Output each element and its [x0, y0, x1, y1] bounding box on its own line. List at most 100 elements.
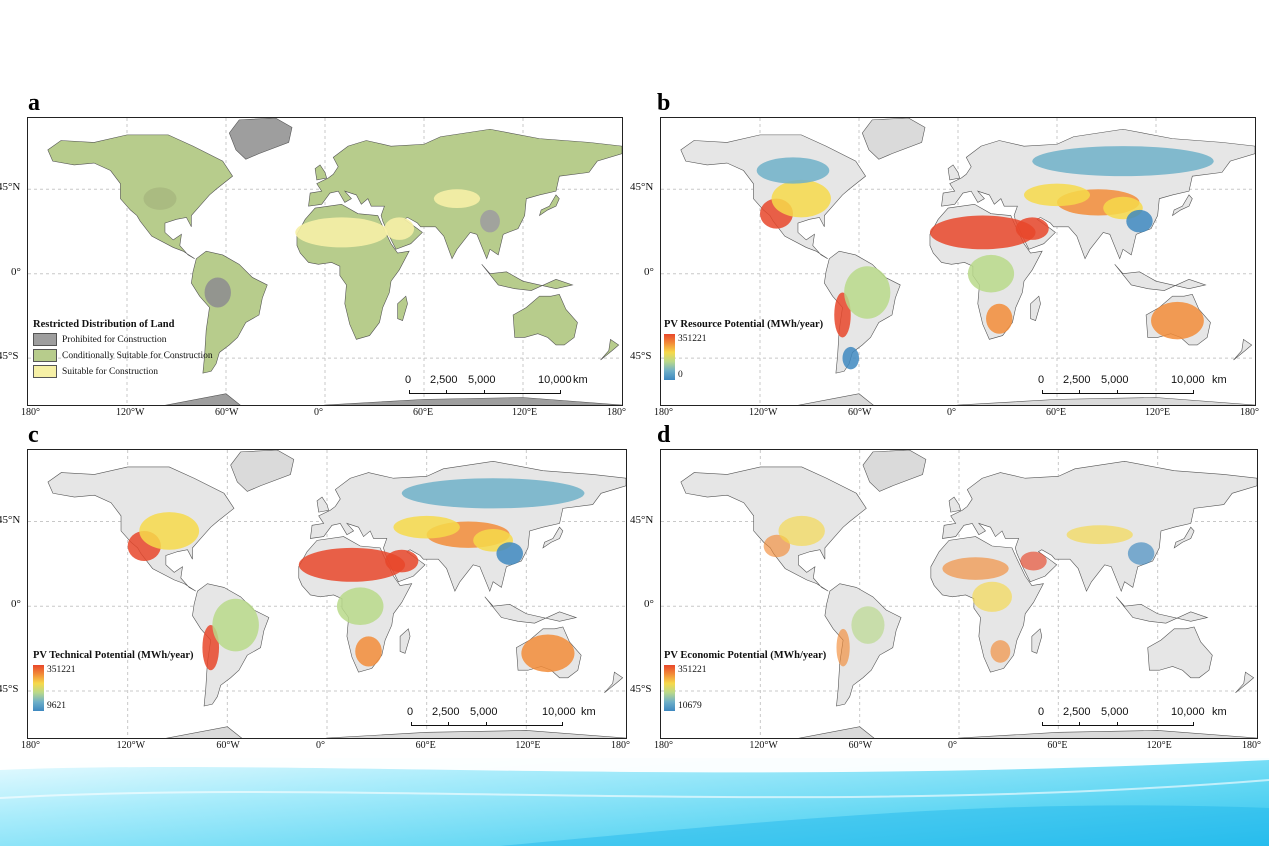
longitude-label: 120°W	[116, 740, 146, 751]
pv-potential-hotspot	[385, 549, 419, 573]
landmass-south-america	[824, 583, 902, 707]
latitude-label: 0°	[11, 598, 21, 611]
panel-letter-a: a	[28, 90, 40, 116]
pv-potential-hotspot	[986, 303, 1013, 334]
world-map-svg	[28, 450, 626, 738]
landmass-australia	[512, 293, 578, 346]
longitude-label: 120°E	[515, 740, 541, 751]
scale-tick-label: 10,000	[542, 706, 576, 718]
latitude-label: 0°	[644, 598, 654, 611]
longitude-label: 120°E	[1146, 740, 1172, 751]
pv-potential-hotspot	[298, 547, 406, 582]
longitude-label: 120°W	[116, 407, 145, 418]
scale-tick-label: 2,500	[430, 374, 458, 386]
landmass-japan	[538, 194, 560, 217]
world-map-svg	[661, 118, 1255, 405]
legend-label: Conditionally Suitable for Construction	[62, 350, 213, 361]
map-panel-b	[660, 117, 1256, 406]
latitude-label: 0°	[11, 265, 21, 278]
scale-bar-d: 0 2,500 5,000 10,000 km	[1038, 706, 1238, 728]
landmass-indonesia	[481, 264, 574, 291]
longitude-label: 120°E	[1145, 407, 1171, 418]
longitude-label: 0°	[948, 740, 957, 751]
pv-potential-hotspot	[771, 179, 831, 218]
landmass-antarctica	[798, 726, 1257, 738]
longitude-label: 180°	[611, 740, 630, 751]
longitude-label: 60°E	[413, 407, 434, 418]
map-panel-a	[27, 117, 623, 406]
legend-panel-b: PV Resource Potential (MWh/year) 351221 …	[664, 319, 823, 380]
legend-item-prohibited: Prohibited for Construction	[33, 333, 213, 346]
color-ramp	[33, 665, 44, 711]
swatch-prohibited	[33, 333, 57, 346]
landmass-madagascar	[397, 295, 408, 321]
pv-potential-hotspot	[1015, 217, 1049, 240]
pv-potential-hotspot	[844, 266, 891, 319]
landmass-uk	[316, 496, 330, 513]
pv-potential-hotspot	[1024, 183, 1090, 207]
pv-potential-hotspot	[967, 254, 1015, 293]
landmass-greenland	[861, 118, 926, 160]
swatch-conditional	[33, 349, 57, 362]
gradient-legend: 351221 10679	[664, 665, 826, 711]
scale-bar-a: 0 2,500 5,000 10,000 km	[405, 374, 588, 396]
pv-potential-hotspot	[778, 515, 825, 546]
pv-potential-hotspot	[756, 157, 830, 184]
pv-potential-hotspot	[1126, 209, 1153, 233]
pv-potential-hotspot	[1032, 146, 1214, 177]
land-zone-blob	[295, 217, 388, 248]
land-zone-blob	[143, 187, 177, 210]
landmass-nz	[604, 671, 624, 694]
scale-tick-label: 0	[1038, 374, 1045, 386]
color-ramp	[664, 334, 675, 380]
landmass-antarctica	[165, 726, 626, 738]
panel-letter-c: c	[28, 422, 39, 448]
color-ramp	[664, 665, 675, 711]
scale-tick-label: 10,000	[1171, 374, 1205, 386]
latitude-label: 45°S	[630, 682, 652, 695]
pv-potential-hotspot	[1020, 551, 1047, 571]
latitude-label: 45°N	[0, 513, 21, 526]
landmass-uk	[948, 496, 962, 513]
longitude-label: 60°W	[216, 740, 240, 751]
landmass-greenland	[862, 450, 927, 492]
legend-title: Restricted Distribution of Land	[33, 319, 175, 330]
pv-potential-hotspot	[1066, 525, 1133, 545]
scale-tick-label: 5,000	[1101, 374, 1129, 386]
scale-unit: km	[1212, 706, 1227, 718]
land-zone-blob	[204, 277, 231, 308]
gradient-legend: 351221 0	[664, 334, 823, 380]
longitude-label: 120°E	[512, 407, 538, 418]
landmass-uk	[947, 164, 961, 181]
landmass-madagascar	[1030, 295, 1041, 321]
legend-title: PV Economic Potential (MWh/year)	[664, 650, 827, 661]
footer-wave	[0, 758, 1269, 846]
longitude-label: 60°W	[848, 740, 873, 751]
latitude-label: 45°S	[630, 350, 652, 363]
longitude-label: 0°	[947, 407, 956, 418]
land-zone-blob	[384, 217, 415, 240]
scale-tick-label: 2,500	[1063, 374, 1091, 386]
longitude-label: 60°E	[1046, 407, 1067, 418]
landmass-north-america	[680, 466, 867, 592]
longitude-label: 60°E	[415, 740, 436, 751]
latitude-label: 45°N	[630, 181, 654, 194]
scale-bar-b: 0 2,500 5,000 10,000 km	[1038, 374, 1238, 396]
pv-potential-hotspot	[929, 215, 1036, 250]
landmass-madagascar	[399, 628, 411, 654]
landmass-indonesia	[1114, 264, 1207, 291]
longitude-label: 180°	[1240, 407, 1259, 418]
legend-min: 10679	[678, 701, 702, 711]
world-map-svg	[28, 118, 622, 405]
longitude-label: 60°W	[848, 407, 872, 418]
landmass-antarctica	[797, 393, 1255, 405]
latitude-label: 45°N	[0, 181, 21, 194]
map-panel-c	[27, 449, 627, 739]
longitude-label: 180°	[607, 407, 626, 418]
landmass-japan	[542, 526, 564, 549]
pv-potential-hotspot	[1127, 542, 1155, 565]
longitude-label: 60°E	[1047, 740, 1068, 751]
scale-tick-label: 10,000	[538, 374, 572, 386]
scale-tick-label: 5,000	[1101, 706, 1129, 718]
latitude-label: 0°	[644, 265, 654, 278]
